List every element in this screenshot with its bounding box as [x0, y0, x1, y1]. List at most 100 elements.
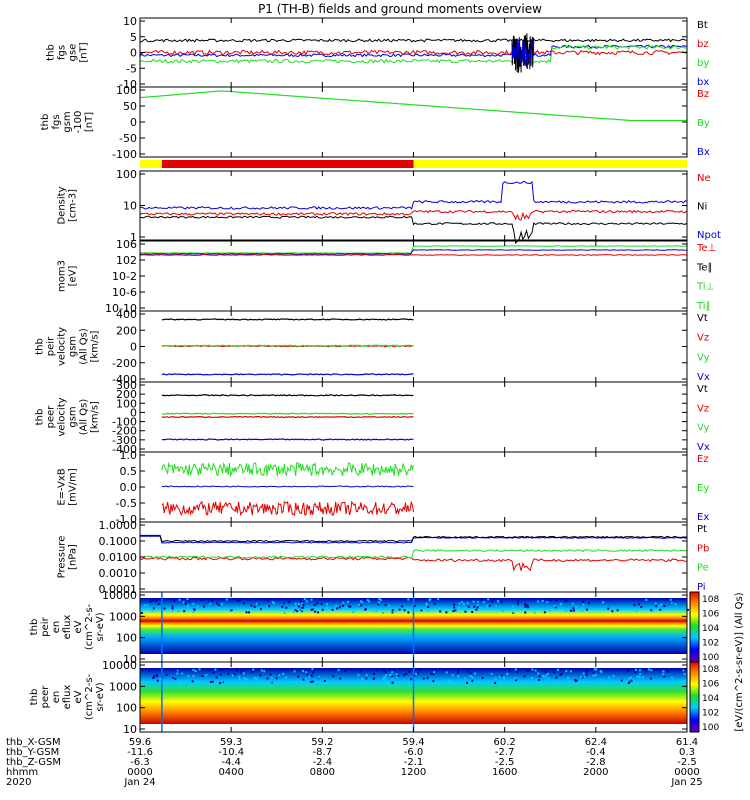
x-axis-zgsm: -4.4 [221, 757, 241, 768]
spectrogram-speckle [456, 671, 459, 674]
spectrogram-speckle [427, 605, 430, 608]
y-axis-label: eflux [62, 615, 73, 640]
spectrogram-speckle [439, 610, 442, 613]
series-ne [139, 209, 688, 221]
series-bx-burst [511, 39, 535, 67]
spectrogram-speckle [663, 675, 666, 678]
x-axis-hhmm: 1200 [401, 767, 426, 778]
spectrogram-speckle [358, 604, 361, 607]
spectrogram-speckle [464, 607, 467, 610]
spectrogram-speckle [332, 675, 335, 678]
spectrogram-speckle [253, 676, 256, 679]
spectrogram-speckle [312, 671, 315, 674]
spectrogram-speckle [654, 602, 657, 605]
spectrogram-speckle [394, 610, 397, 613]
spectrogram-speckle [633, 604, 636, 607]
y-axis-label: [km/s] [90, 330, 101, 362]
y-axis-label: en [51, 691, 62, 704]
legend-Vy: Vy [697, 352, 710, 363]
spectrogram-speckle [582, 607, 585, 610]
spectrogram-speckle [227, 672, 230, 675]
spectrogram-speckle [361, 677, 364, 680]
spectrogram-speckle [516, 671, 519, 674]
spectrogram-speckle [537, 600, 540, 603]
legend-Vx: Vx [697, 372, 710, 383]
spectrogram-speckle [302, 669, 305, 672]
spectrogram-speckle [219, 668, 222, 671]
panel-fgs-gsm-frame [139, 86, 688, 158]
spectrogram-speckle [626, 670, 629, 673]
spectrogram-speckle [473, 605, 476, 608]
spectrogram-speckle [284, 668, 287, 671]
series-bz [139, 49, 688, 56]
spectrogram-speckle [586, 608, 589, 611]
spectrogram-speckle [397, 675, 400, 678]
y-tick-label: 0.0 [120, 481, 138, 494]
x-axis-zgsm: -6.3 [130, 757, 150, 768]
spectrogram-speckle [245, 679, 248, 682]
x-axis-hhmm: 2000 [583, 767, 608, 778]
spectrogram-speckle [198, 668, 201, 671]
spectrogram-speckle [283, 602, 286, 605]
spectrogram-speckle [154, 598, 157, 601]
spectrogram-speckle [420, 609, 423, 612]
spectrogram-speckle [316, 602, 319, 605]
spectrogram-speckle [266, 668, 269, 671]
spectrogram-speckle [255, 680, 258, 683]
series-bt [139, 38, 688, 43]
spectrogram-speckle [560, 602, 563, 605]
spectrogram-speckle [523, 675, 526, 678]
spectrogram-speckle [383, 676, 386, 679]
spectrogram-speckle [486, 605, 489, 608]
spectrogram-speckle [650, 609, 653, 612]
y-axis-label: thb [29, 619, 40, 636]
legend-Npot: Npot [697, 230, 721, 241]
spectrogram-speckle [308, 676, 311, 679]
series-vx [161, 438, 414, 441]
legend-Ni: Ni [697, 202, 707, 213]
spectrogram-speckle [380, 599, 383, 602]
spectrogram-speckle [599, 670, 602, 673]
spectrogram-speckle [238, 677, 241, 680]
y-axis-label: gsm [68, 336, 79, 357]
y-tick-label: 1 [130, 231, 137, 244]
y-axis-label: peer [40, 685, 51, 709]
panel-peir-velocity: 400 200 0 -200 -400 thb peir velocity gsm (All Qs… [35, 308, 710, 386]
y-axis-label: peir [40, 616, 51, 636]
spectrogram-speckle [266, 605, 269, 608]
y-axis-label: en [51, 621, 62, 634]
spectrogram-speckle [588, 602, 591, 605]
spectrogram-speckle [600, 671, 603, 674]
y-axis-label: peir [46, 336, 57, 356]
spectrogram-speckle [318, 676, 321, 679]
series-ey [161, 461, 414, 478]
spectrogram-speckle [573, 609, 576, 612]
spectrogram-speckle [488, 680, 491, 683]
spectrogram-speckle [372, 677, 375, 680]
x-axis-xgsm: 61.4 [676, 737, 698, 748]
spectrogram-speckle [410, 678, 413, 681]
spectrogram-speckle [221, 680, 224, 683]
spectrogram-speckle [502, 676, 505, 679]
spectrogram-speckle [457, 606, 460, 609]
spectrogram-speckle [285, 606, 288, 609]
spectrogram-speckle [463, 608, 466, 611]
spectrogram-speckle [430, 672, 433, 675]
spectrogram-speckle [214, 668, 217, 671]
spectrogram-speckle [628, 680, 631, 683]
spectrogram-speckle [302, 606, 305, 609]
colorbar-tick: 104 [702, 694, 719, 704]
spectrogram-speckle [538, 679, 541, 682]
spectrogram-speckle [503, 677, 506, 680]
spectrogram-speckle [192, 602, 195, 605]
y-tick-label: -400 [112, 443, 137, 456]
spectrogram-speckle [171, 605, 174, 608]
spectrogram-speckle [301, 681, 304, 684]
spectrogram-speckle [174, 677, 177, 680]
spectrogram-speckle [454, 609, 457, 612]
spectrogram-speckle [592, 674, 595, 677]
spectrogram-speckle [611, 610, 614, 613]
spectrogram-speckle [457, 675, 460, 678]
y-tick-label: 200 [116, 388, 137, 401]
x-axis-ygsm: -0.4 [586, 747, 606, 758]
